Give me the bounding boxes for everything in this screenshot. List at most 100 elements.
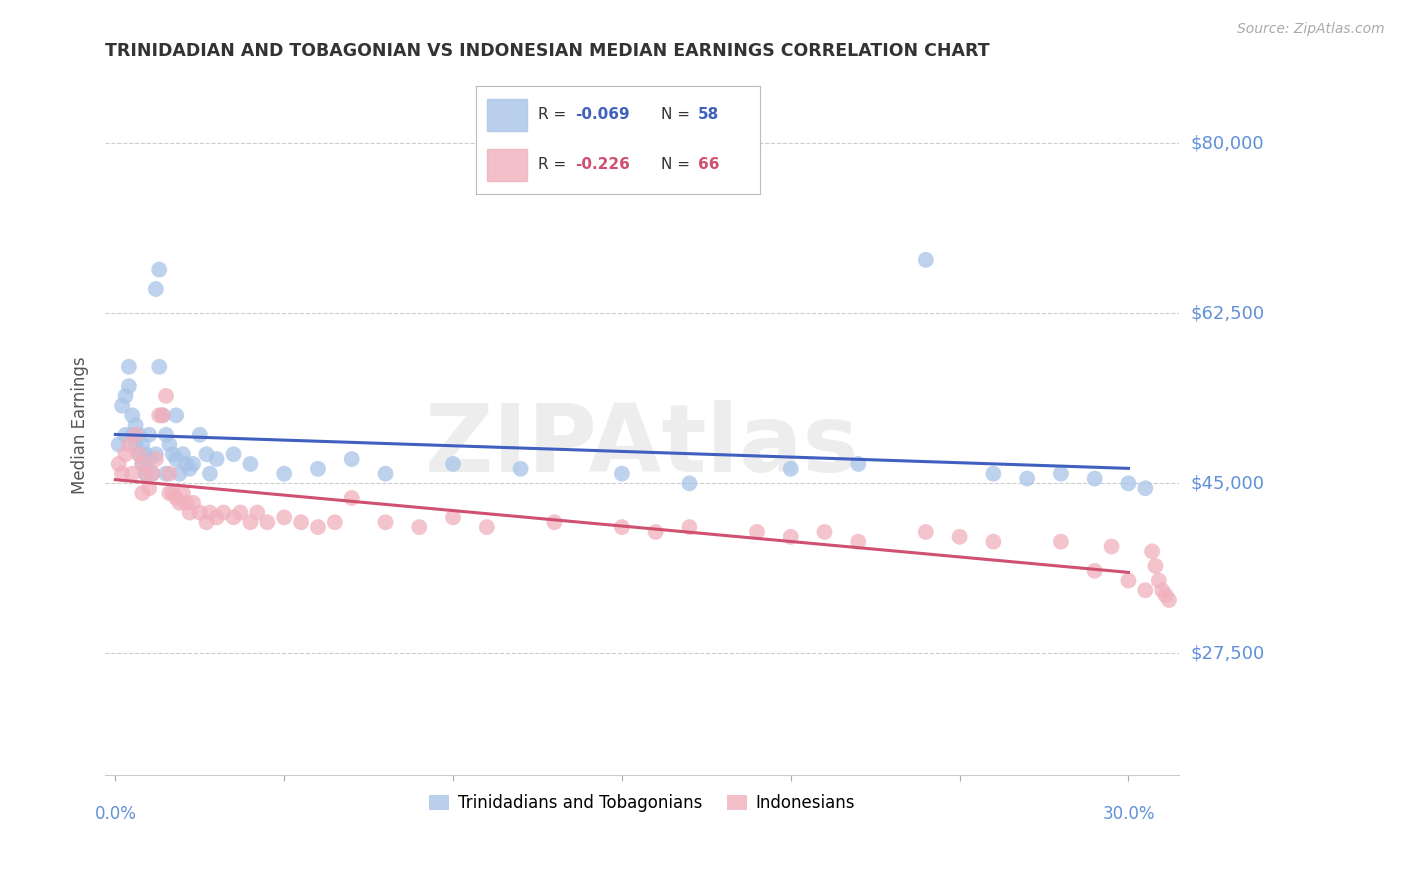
Point — [135, 467, 157, 481]
Point — [644, 524, 666, 539]
Point — [131, 486, 153, 500]
Text: Source: ZipAtlas.com: Source: ZipAtlas.com — [1237, 22, 1385, 37]
Point — [111, 467, 134, 481]
Y-axis label: Median Earnings: Median Earnings — [72, 356, 89, 494]
Point — [131, 457, 153, 471]
Text: 30.0%: 30.0% — [1102, 805, 1154, 823]
Point — [121, 467, 143, 481]
Point — [114, 447, 136, 461]
Point — [340, 452, 363, 467]
Point — [179, 506, 201, 520]
Point — [111, 399, 134, 413]
Point — [779, 462, 801, 476]
Point — [172, 486, 194, 500]
Point — [135, 447, 157, 461]
Point — [441, 510, 464, 524]
Point — [813, 524, 835, 539]
Point — [340, 491, 363, 505]
Point — [162, 486, 184, 500]
Point — [290, 515, 312, 529]
Point — [610, 467, 633, 481]
Text: $80,000: $80,000 — [1191, 134, 1264, 153]
Point — [181, 496, 204, 510]
Point — [169, 496, 191, 510]
Point — [983, 534, 1005, 549]
Point — [118, 359, 141, 374]
Point — [1135, 583, 1157, 598]
Point — [148, 262, 170, 277]
Point — [141, 467, 163, 481]
Point — [1118, 476, 1140, 491]
Point — [273, 510, 295, 524]
Point — [1154, 588, 1177, 602]
Point — [157, 437, 180, 451]
Point — [1084, 564, 1107, 578]
Point — [1050, 534, 1073, 549]
Point — [1144, 559, 1167, 574]
Point — [114, 389, 136, 403]
Point — [441, 457, 464, 471]
Point — [165, 452, 187, 467]
Point — [543, 515, 565, 529]
Point — [128, 447, 150, 461]
Point — [121, 427, 143, 442]
Point — [152, 409, 174, 423]
Point — [131, 457, 153, 471]
Point — [1118, 574, 1140, 588]
Text: $45,000: $45,000 — [1191, 475, 1264, 492]
Point — [155, 467, 177, 481]
Point — [307, 520, 329, 534]
Point — [1101, 540, 1123, 554]
Point — [307, 462, 329, 476]
Point — [172, 447, 194, 461]
Point — [914, 524, 936, 539]
Point — [678, 520, 700, 534]
Point — [678, 476, 700, 491]
Point — [138, 481, 160, 495]
Point — [246, 506, 269, 520]
Text: $27,500: $27,500 — [1191, 644, 1264, 663]
Point — [1152, 583, 1174, 598]
Point — [124, 427, 146, 442]
Point — [1140, 544, 1163, 558]
Point — [610, 520, 633, 534]
Point — [118, 379, 141, 393]
Point — [846, 457, 869, 471]
Point — [155, 389, 177, 403]
Point — [212, 506, 235, 520]
Point — [145, 282, 167, 296]
Point — [131, 437, 153, 451]
Point — [155, 427, 177, 442]
Point — [162, 447, 184, 461]
Point — [239, 457, 262, 471]
Point — [169, 467, 191, 481]
Point — [222, 447, 245, 461]
Point — [475, 520, 498, 534]
Point — [174, 457, 197, 471]
Point — [124, 437, 146, 451]
Text: TRINIDADIAN AND TOBAGONIAN VS INDONESIAN MEDIAN EARNINGS CORRELATION CHART: TRINIDADIAN AND TOBAGONIAN VS INDONESIAN… — [105, 42, 990, 60]
Point — [121, 409, 143, 423]
Point — [239, 515, 262, 529]
Point — [914, 252, 936, 267]
Point — [188, 427, 211, 442]
Point — [195, 447, 218, 461]
Point — [1084, 471, 1107, 485]
Point — [138, 427, 160, 442]
Point — [745, 524, 768, 539]
Point — [323, 515, 346, 529]
Point — [141, 467, 163, 481]
Point — [148, 409, 170, 423]
Point — [157, 467, 180, 481]
Point — [198, 506, 221, 520]
Point — [408, 520, 430, 534]
Point — [174, 496, 197, 510]
Point — [1147, 574, 1170, 588]
Point — [107, 437, 129, 451]
Point — [195, 515, 218, 529]
Point — [229, 506, 252, 520]
Point — [256, 515, 278, 529]
Point — [179, 462, 201, 476]
Point — [1017, 471, 1039, 485]
Point — [107, 457, 129, 471]
